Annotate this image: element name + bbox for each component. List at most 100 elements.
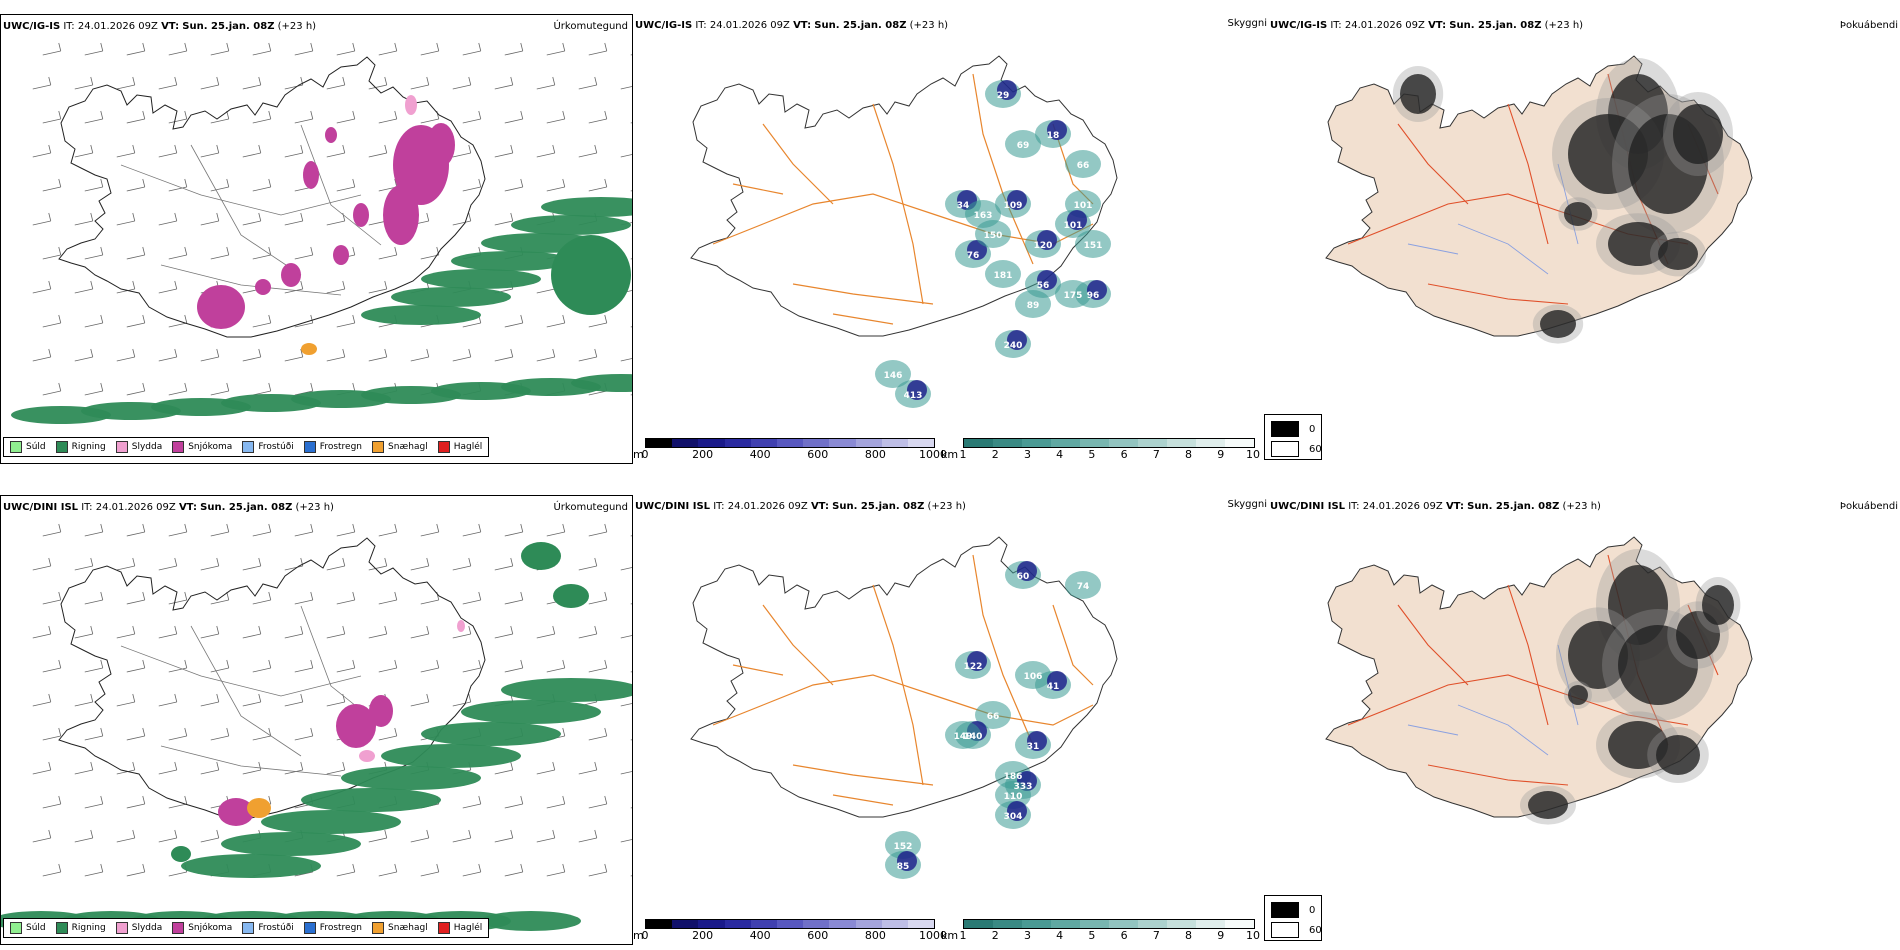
precip-legend: Súld Rigning Slydda Snjókoma Frostúði Frostre… (3, 918, 490, 938)
legend-swatch (55, 922, 68, 934)
scale-unit: km (941, 929, 959, 942)
scale-tick: 400 (749, 929, 771, 942)
legend-label: Frostúði (258, 923, 294, 933)
visibility-value-label: 240 (1004, 341, 1023, 351)
legend-swatch (372, 441, 385, 453)
legend-label: Snjókoma (188, 923, 233, 933)
scale-tick: 1 (959, 448, 967, 461)
legend-swatch (172, 441, 185, 453)
visibility-value-label: 122 (964, 662, 983, 672)
fog-indicator-panel-dini: UWC/DINI ISL IT: 24.01.2026 09Z VT: Sun.… (1264, 495, 1900, 945)
legend-label: Frostregn (319, 442, 363, 452)
fog-key-swatch (1271, 441, 1299, 457)
scale-tick: 4 (1056, 929, 1064, 942)
panel-field-name: Skyggni (1227, 18, 1267, 29)
legend-item: Frostregn (303, 922, 362, 934)
scale-tick: 7 (1152, 448, 1160, 461)
legend-label: Slydda (131, 442, 163, 452)
precip-type-panel-dini: UWC/DINI ISL IT: 24.01.2026 09Z VT: Sun.… (0, 495, 633, 945)
visibility-value-label: 333 (1014, 782, 1033, 792)
legend-item: Frostúði (242, 441, 294, 453)
legend-swatch (172, 922, 185, 934)
visibility-value-label: 304 (1004, 812, 1023, 822)
scale-tick: 2 (991, 448, 999, 461)
visibility-value-label: 109 (1004, 201, 1023, 211)
visibility-value-label: 76 (967, 251, 980, 261)
legend-item: Snjókoma (172, 441, 232, 453)
precip-type-map (11, 42, 632, 424)
precip-type-panel-igis: UWC/IG-IS IT: 24.01.2026 09Z VT: Sun. 25… (0, 14, 633, 464)
visibility-scale-km: km 1 2 3 4 5 6 7 8 9 10 (941, 919, 1261, 949)
fog-key-item: 60 (1271, 922, 1322, 938)
scale-tick: 1000 (919, 929, 947, 942)
visibility-value-label: 413 (904, 391, 923, 401)
visibility-scale-m: m 0 200 400 600 800 1000 (633, 438, 947, 468)
legend-item: Slydda (115, 922, 163, 934)
scale-tick: 6 (1120, 929, 1128, 942)
fog-indicator-panel-igis: UWC/IG-IS IT: 24.01.2026 09Z VT: Sun. 25… (1264, 14, 1900, 464)
legend-item: Haglél (437, 441, 482, 453)
legend-swatch (303, 441, 316, 453)
fog-key-item: 0 (1271, 902, 1315, 918)
legend-label: Slydda (131, 923, 163, 933)
scale-tick: 800 (864, 929, 886, 942)
visibility-value-label: 66 (987, 712, 1000, 722)
fog-key-label: 0 (1309, 423, 1316, 435)
scale-tick: 0 (641, 448, 649, 461)
fog-key-swatch (1271, 421, 1299, 437)
visibility-value-label: 34 (957, 201, 970, 211)
fog-key-label: 60 (1309, 443, 1322, 455)
visibility-value-label: 18 (1047, 131, 1060, 141)
legend-item: Snæhagl (372, 922, 428, 934)
legend-item: Snæhagl (372, 441, 428, 453)
legend-swatch (115, 922, 128, 934)
scale-unit: km (941, 448, 959, 461)
scale-tick: 400 (749, 448, 771, 461)
visibility-value-label: 152 (894, 842, 913, 852)
scale-tick: 600 (807, 929, 829, 942)
visibility-value-label: 106 (1024, 672, 1043, 682)
scale-tick: 10 (1246, 929, 1260, 942)
legend-swatch (437, 922, 450, 934)
legend-swatch (242, 922, 255, 934)
scale-tick: 5 (1088, 448, 1096, 461)
visibility-value-label: 69 (1017, 141, 1030, 151)
visibility-panel-igis: 29 69 18 66 34 163 109 101 76 150 120 151 101 181 56 17… (633, 14, 1268, 464)
fog-key-label: 0 (1309, 904, 1316, 916)
scale-tick: 5 (1088, 929, 1096, 942)
scale-tick: 600 (807, 448, 829, 461)
legend-item: Slydda (115, 441, 163, 453)
panel-field-name: Skyggni (1227, 499, 1267, 510)
legend-swatch (242, 441, 255, 453)
scale-tick: 8 (1185, 929, 1193, 942)
scale-tick: 3 (1023, 929, 1031, 942)
scale-tick: 200 (692, 929, 714, 942)
legend-label: Haglél (453, 923, 483, 933)
legend-item: Súld (10, 441, 46, 453)
panel-field-name: Þokuábendi (1839, 20, 1898, 31)
scale-tick: 800 (864, 448, 886, 461)
visibility-value-label: 56 (1037, 281, 1050, 291)
legend-swatch (437, 441, 450, 453)
panel-title: UWC/IG-IS IT: 24.01.2026 09Z VT: Sun. 25… (1270, 20, 1584, 31)
panel-field-name: Úrkomutegund (553, 21, 628, 32)
scale-tick: 6 (1120, 448, 1128, 461)
precip-legend: Súld Rigning Slydda Snjókoma Frostúði Frostre… (3, 437, 490, 457)
scale-unit: m (633, 929, 644, 942)
legend-label: Frostúði (258, 442, 294, 452)
fog-indicator-map (1325, 55, 1753, 344)
visibility-value-label: 89 (1027, 301, 1040, 311)
visibility-value-label: 110 (1004, 792, 1023, 802)
legend-item: Snjókoma (172, 922, 232, 934)
fog-key: 0 60 (1264, 895, 1322, 941)
visibility-scale-m: m 0 200 400 600 800 1000 (633, 919, 947, 949)
visibility-value-label: 120 (1034, 241, 1053, 251)
scale-tick: 4 (1056, 448, 1064, 461)
legend-swatch (10, 441, 22, 453)
legend-label: Snæhagl (388, 442, 428, 452)
visibility-value-label: 175 (1064, 291, 1083, 301)
visibility-value-label: 140 (964, 732, 983, 742)
panel-title: UWC/DINI ISL IT: 24.01.2026 09Z VT: Sun.… (3, 502, 334, 513)
